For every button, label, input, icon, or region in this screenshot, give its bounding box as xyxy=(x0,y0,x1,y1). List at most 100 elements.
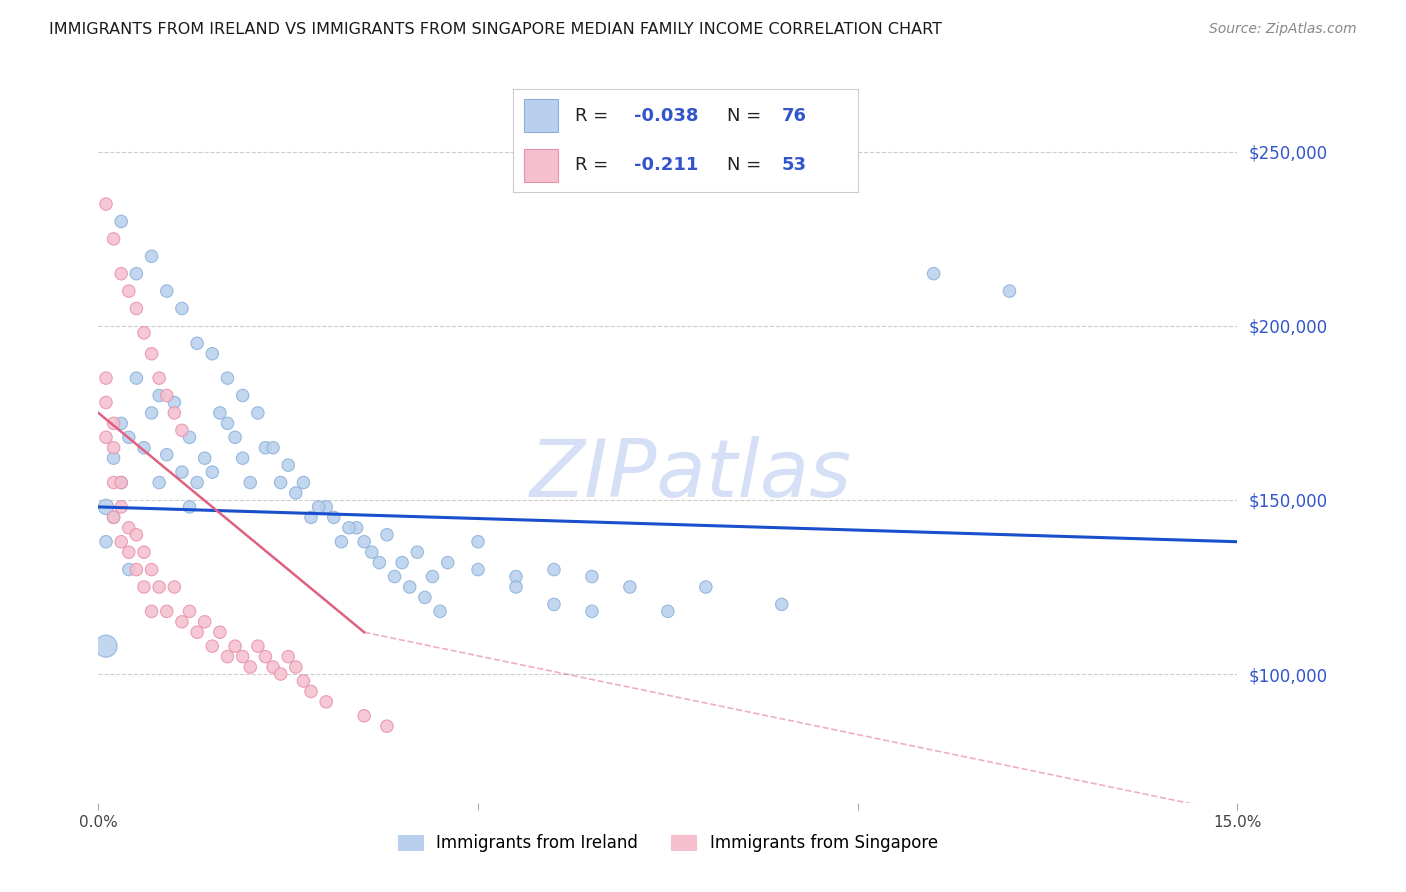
Point xyxy=(125,563,148,577)
Point xyxy=(353,708,375,723)
Point xyxy=(118,284,141,298)
Point xyxy=(179,430,201,444)
Point xyxy=(148,371,170,385)
Point xyxy=(998,284,1021,298)
Point xyxy=(270,667,292,681)
Text: ZIPatlas: ZIPatlas xyxy=(530,435,852,514)
Point xyxy=(406,545,429,559)
Point xyxy=(239,475,262,490)
Text: IMMIGRANTS FROM IRELAND VS IMMIGRANTS FROM SINGAPORE MEDIAN FAMILY INCOME CORREL: IMMIGRANTS FROM IRELAND VS IMMIGRANTS FR… xyxy=(49,22,942,37)
Point xyxy=(194,615,217,629)
Point xyxy=(922,267,945,281)
Text: Source: ZipAtlas.com: Source: ZipAtlas.com xyxy=(1209,22,1357,37)
Point xyxy=(163,395,186,409)
Point xyxy=(505,580,527,594)
Point xyxy=(284,486,307,500)
Point xyxy=(224,430,246,444)
Point xyxy=(170,301,193,316)
Text: 53: 53 xyxy=(782,156,807,174)
Point xyxy=(657,604,679,618)
Point xyxy=(148,388,170,402)
Point xyxy=(467,563,489,577)
Legend: Immigrants from Ireland, Immigrants from Singapore: Immigrants from Ireland, Immigrants from… xyxy=(391,828,945,859)
Point xyxy=(505,569,527,583)
Point xyxy=(94,500,117,514)
Point xyxy=(270,475,292,490)
Point xyxy=(277,458,299,472)
Point xyxy=(141,604,163,618)
Point xyxy=(360,545,382,559)
Text: R =: R = xyxy=(575,107,614,125)
Point xyxy=(217,371,239,385)
Point xyxy=(141,563,163,577)
Point xyxy=(94,430,117,444)
Point xyxy=(262,660,284,674)
Point xyxy=(118,521,141,535)
Point xyxy=(581,604,603,618)
Point xyxy=(94,197,117,211)
Point xyxy=(179,500,201,514)
Point xyxy=(254,441,277,455)
Point xyxy=(299,510,322,524)
Point xyxy=(110,475,132,490)
Point xyxy=(186,625,208,640)
Point xyxy=(208,406,231,420)
Point xyxy=(208,625,231,640)
Point xyxy=(156,448,179,462)
Point xyxy=(103,475,125,490)
Point xyxy=(619,580,641,594)
Point xyxy=(103,441,125,455)
Point xyxy=(110,214,132,228)
Point xyxy=(581,569,603,583)
Point xyxy=(186,336,208,351)
Point xyxy=(186,475,208,490)
Point xyxy=(163,580,186,594)
Point xyxy=(543,598,565,612)
Point xyxy=(125,301,148,316)
Point xyxy=(246,639,269,653)
Point xyxy=(132,441,155,455)
Point xyxy=(232,649,254,664)
Point xyxy=(299,684,322,698)
Point xyxy=(110,475,132,490)
Point xyxy=(277,649,299,664)
Point xyxy=(170,423,193,437)
Point xyxy=(217,417,239,431)
Point xyxy=(337,521,360,535)
Point xyxy=(224,639,246,653)
Text: N =: N = xyxy=(727,107,766,125)
Point xyxy=(284,660,307,674)
Point xyxy=(346,521,368,535)
Point xyxy=(398,580,420,594)
Point xyxy=(118,545,141,559)
Point xyxy=(315,695,337,709)
Point xyxy=(163,406,186,420)
Point xyxy=(141,249,163,263)
Point xyxy=(110,417,132,431)
Point xyxy=(330,534,353,549)
Point xyxy=(170,465,193,479)
Point xyxy=(118,430,141,444)
Point xyxy=(292,673,315,688)
Point xyxy=(103,510,125,524)
Point xyxy=(368,556,391,570)
FancyBboxPatch shape xyxy=(523,149,558,181)
Point xyxy=(125,528,148,542)
Point xyxy=(141,347,163,361)
Point xyxy=(232,388,254,402)
Point xyxy=(103,232,125,246)
Text: N =: N = xyxy=(727,156,766,174)
Point xyxy=(322,510,344,524)
Point xyxy=(770,598,793,612)
Point xyxy=(232,451,254,466)
Point xyxy=(353,534,375,549)
Text: -0.211: -0.211 xyxy=(634,156,699,174)
Point xyxy=(254,649,277,664)
Point xyxy=(375,528,398,542)
Point xyxy=(94,371,117,385)
Point xyxy=(467,534,489,549)
Point xyxy=(148,475,170,490)
Point xyxy=(110,500,132,514)
Point xyxy=(94,639,117,653)
Point xyxy=(103,510,125,524)
